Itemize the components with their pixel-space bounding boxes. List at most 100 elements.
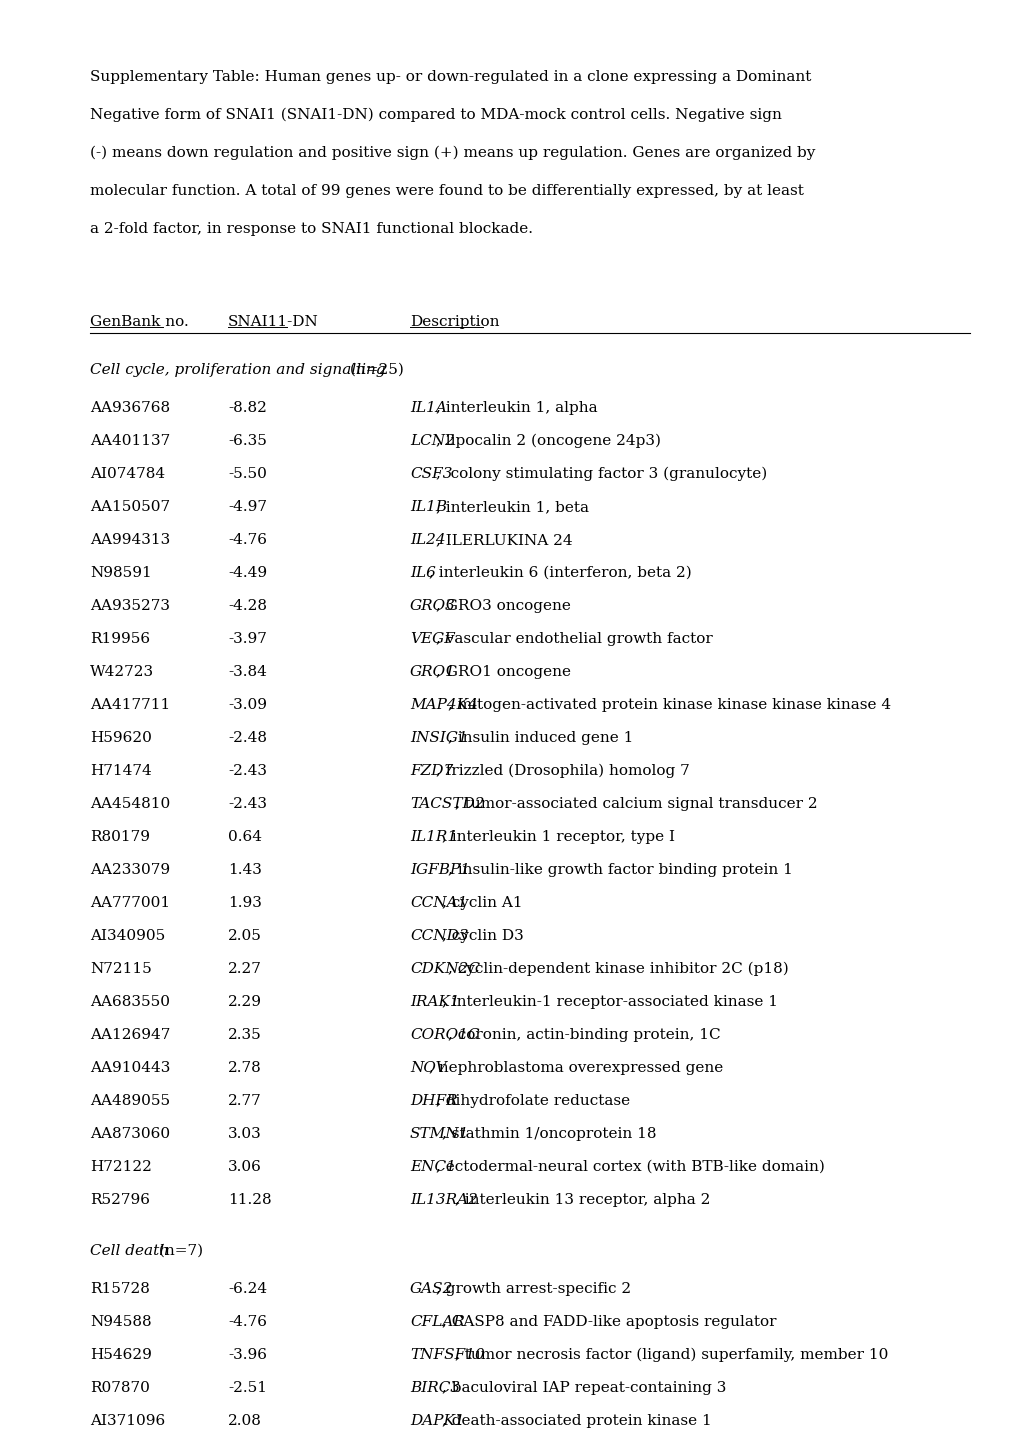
Text: GRO1: GRO1 [410, 665, 455, 680]
Text: IRAK1: IRAK1 [410, 996, 460, 1009]
Text: NOV: NOV [410, 1061, 446, 1075]
Text: , ILERLUKINA 24: , ILERLUKINA 24 [435, 532, 572, 547]
Text: R80179: R80179 [90, 830, 150, 844]
Text: 2.05: 2.05 [228, 929, 262, 942]
Text: -3.84: -3.84 [228, 665, 267, 680]
Text: TACSTD2: TACSTD2 [410, 797, 484, 811]
Text: , GRO3 oncogene: , GRO3 oncogene [435, 599, 570, 613]
Text: VEGF: VEGF [410, 632, 454, 646]
Text: -4.76: -4.76 [228, 532, 267, 547]
Text: , stathmin 1/oncoprotein 18: , stathmin 1/oncoprotein 18 [441, 1127, 656, 1141]
Text: , interleukin 6 (interferon, beta 2): , interleukin 6 (interferon, beta 2) [429, 566, 691, 580]
Text: 3.06: 3.06 [228, 1160, 262, 1175]
Text: -4.97: -4.97 [228, 501, 267, 514]
Text: -4.76: -4.76 [228, 1315, 267, 1329]
Text: AA150507: AA150507 [90, 501, 170, 514]
Text: , tumor necrosis factor (ligand) superfamily, member 10: , tumor necrosis factor (ligand) superfa… [454, 1348, 888, 1362]
Text: GenBank no.: GenBank no. [90, 315, 189, 329]
Text: AA417711: AA417711 [90, 698, 170, 711]
Text: ENC1: ENC1 [410, 1160, 455, 1175]
Text: molecular function. A total of 99 genes were found to be differentially expresse: molecular function. A total of 99 genes … [90, 185, 803, 198]
Text: AA126947: AA126947 [90, 1027, 170, 1042]
Text: 2.08: 2.08 [228, 1414, 262, 1429]
Text: , interleukin 1 receptor, type I: , interleukin 1 receptor, type I [441, 830, 675, 844]
Text: AA401137: AA401137 [90, 434, 170, 447]
Text: , GRO1 oncogene: , GRO1 oncogene [435, 665, 570, 680]
Text: TNFSF10: TNFSF10 [410, 1348, 484, 1362]
Text: R19956: R19956 [90, 632, 150, 646]
Text: , vascular endothelial growth factor: , vascular endothelial growth factor [435, 632, 711, 646]
Text: , interleukin 1, alpha: , interleukin 1, alpha [435, 401, 596, 416]
Text: -3.09: -3.09 [228, 698, 267, 711]
Text: CDKN2C: CDKN2C [410, 962, 480, 975]
Text: , tumor-associated calcium signal transducer 2: , tumor-associated calcium signal transd… [454, 797, 816, 811]
Text: -5.50: -5.50 [228, 468, 267, 481]
Text: R52796: R52796 [90, 1193, 150, 1206]
Text: 1.93: 1.93 [228, 896, 262, 911]
Text: , lipocalin 2 (oncogene 24p3): , lipocalin 2 (oncogene 24p3) [435, 434, 660, 449]
Text: , mitogen-activated protein kinase kinase kinase kinase 4: , mitogen-activated protein kinase kinas… [447, 698, 891, 711]
Text: , CASP8 and FADD-like apoptosis regulator: , CASP8 and FADD-like apoptosis regulato… [441, 1315, 775, 1329]
Text: 1.43: 1.43 [228, 863, 262, 877]
Text: 2.29: 2.29 [228, 996, 262, 1009]
Text: (-) means down regulation and positive sign (+) means up regulation. Genes are o: (-) means down regulation and positive s… [90, 146, 814, 160]
Text: AA489055: AA489055 [90, 1094, 170, 1108]
Text: , baculoviral IAP repeat-containing 3: , baculoviral IAP repeat-containing 3 [441, 1381, 726, 1395]
Text: , cyclin A1: , cyclin A1 [441, 896, 522, 911]
Text: IL1A: IL1A [410, 401, 446, 416]
Text: N72115: N72115 [90, 962, 152, 975]
Text: SNAI11-DN: SNAI11-DN [228, 315, 319, 329]
Text: AA777001: AA777001 [90, 896, 170, 911]
Text: GRO3: GRO3 [410, 599, 455, 613]
Text: H71474: H71474 [90, 763, 152, 778]
Text: BIRC3: BIRC3 [410, 1381, 460, 1395]
Text: , dihydrofolate reductase: , dihydrofolate reductase [435, 1094, 629, 1108]
Text: , cyclin-dependent kinase inhibitor 2C (p18): , cyclin-dependent kinase inhibitor 2C (… [447, 962, 789, 977]
Text: H59620: H59620 [90, 732, 152, 745]
Text: W42723: W42723 [90, 665, 154, 680]
Text: R15728: R15728 [90, 1281, 150, 1296]
Text: INSIG1: INSIG1 [410, 732, 468, 745]
Text: CCNA1: CCNA1 [410, 896, 467, 911]
Text: AA910443: AA910443 [90, 1061, 170, 1075]
Text: Negative form of SNAI1 (SNAI1-DN) compared to MDA-mock control cells. Negative s: Negative form of SNAI1 (SNAI1-DN) compar… [90, 108, 782, 123]
Text: ,  colony stimulating factor 3 (granulocyte): , colony stimulating factor 3 (granulocy… [435, 468, 766, 482]
Text: H72122: H72122 [90, 1160, 152, 1175]
Text: LCN2: LCN2 [410, 434, 454, 447]
Text: CFLAR: CFLAR [410, 1315, 465, 1329]
Text: DHFR: DHFR [410, 1094, 458, 1108]
Text: CCND3: CCND3 [410, 929, 468, 942]
Text: H54629: H54629 [90, 1348, 152, 1362]
Text: Description: Description [410, 315, 499, 329]
Text: MAP4K4: MAP4K4 [410, 698, 477, 711]
Text: N98591: N98591 [90, 566, 152, 580]
Text: , frizzled (Drosophila) homolog 7: , frizzled (Drosophila) homolog 7 [435, 763, 689, 778]
Text: AA873060: AA873060 [90, 1127, 170, 1141]
Text: N94588: N94588 [90, 1315, 152, 1329]
Text: , death-associated protein kinase 1: , death-associated protein kinase 1 [441, 1414, 711, 1429]
Text: IL1B: IL1B [410, 501, 446, 514]
Text: -4.49: -4.49 [228, 566, 267, 580]
Text: -8.82: -8.82 [228, 401, 267, 416]
Text: STMN1: STMN1 [410, 1127, 469, 1141]
Text: -3.97: -3.97 [228, 632, 267, 646]
Text: Cell cycle, proliferation and signalling: Cell cycle, proliferation and signalling [90, 364, 385, 377]
Text: , interleukin 13 receptor, alpha 2: , interleukin 13 receptor, alpha 2 [454, 1193, 709, 1206]
Text: R07870: R07870 [90, 1381, 150, 1395]
Text: -4.28: -4.28 [228, 599, 267, 613]
Text: IGFBP1: IGFBP1 [410, 863, 470, 877]
Text: , ectodermal-neural cortex (with BTB-like domain): , ectodermal-neural cortex (with BTB-lik… [435, 1160, 823, 1175]
Text: 2.27: 2.27 [228, 962, 262, 975]
Text: -6.35: -6.35 [228, 434, 267, 447]
Text: , insulin-like growth factor binding protein 1: , insulin-like growth factor binding pro… [447, 863, 793, 877]
Text: -2.43: -2.43 [228, 763, 267, 778]
Text: , interleukin-1 receptor-associated kinase 1: , interleukin-1 receptor-associated kina… [441, 996, 777, 1009]
Text: CSF3: CSF3 [410, 468, 452, 481]
Text: (n=25): (n=25) [344, 364, 404, 377]
Text: IL13RA2: IL13RA2 [410, 1193, 478, 1206]
Text: , insulin induced gene 1: , insulin induced gene 1 [447, 732, 633, 745]
Text: , coronin, actin-binding protein, 1C: , coronin, actin-binding protein, 1C [447, 1027, 720, 1042]
Text: FZD7: FZD7 [410, 763, 452, 778]
Text: 0.64: 0.64 [228, 830, 262, 844]
Text: AI074784: AI074784 [90, 468, 165, 481]
